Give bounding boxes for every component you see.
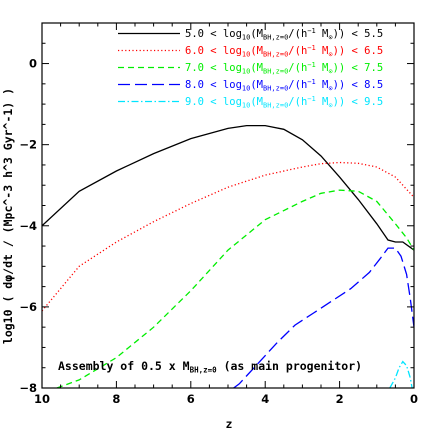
annotation-sub: BH,z=0 [190, 366, 218, 375]
plot-border [41, 22, 415, 389]
annotation-suffix: (as main progenitor) [217, 359, 362, 373]
plot-frame: 10 8 6 4 2 0 0 −2 −4 −6 −8 [19, 22, 418, 406]
legend-label-4: 8.0 < log10(MBH,z=0/(h−1 M⊙)) < 8.5 [185, 78, 383, 93]
legend-label-1: 5.0 < log10(MBH,z=0/(h−1 M⊙)) < 5.5 [185, 27, 383, 42]
annotation: Assembly of 0.5 x MBH,z=0 (as main proge… [58, 359, 362, 375]
legend-label-3: 7.0 < log10(MBH,z=0/(h−1 M⊙)) < 7.5 [185, 61, 383, 76]
y-axis-title: log10 ( dφ/dt / (Mpc^-3 h^3 Gyr^-1) ) [1, 88, 15, 344]
y-tick-label: −2 [19, 138, 37, 152]
series-line-2 [42, 161, 414, 312]
legend-label-2: 6.0 < log10(MBH,z=0/(h−1 M⊙)) < 6.5 [185, 44, 383, 59]
y-tick-label: −8 [19, 381, 37, 395]
x-tick-label: 8 [112, 392, 120, 406]
series-line-1 [42, 124, 414, 251]
y-tick-label: −6 [19, 300, 37, 314]
x-tick-label: 10 [34, 392, 50, 406]
annotation-prefix: Assembly of 0.5 x M [58, 359, 190, 373]
y-tick-label: 0 [29, 57, 37, 71]
legend: 5.0 < log10(MBH,z=0/(h−1 M⊙)) < 5.5 6.0 <… [118, 27, 383, 110]
x-tick-label: 6 [187, 392, 195, 406]
x-axis-title: z [226, 417, 233, 431]
y-tick-label: −4 [19, 219, 37, 233]
series-layer [42, 124, 414, 388]
series-line-5 [389, 360, 414, 388]
x-tick-label: 2 [336, 392, 344, 406]
legend-label-5: 9.0 < log10(MBH,z=0/(h−1 M⊙)) < 9.5 [185, 95, 383, 110]
x-tick-label: 4 [261, 392, 269, 406]
series-line-3 [56, 189, 414, 388]
x-tick-label: 0 [410, 392, 418, 406]
